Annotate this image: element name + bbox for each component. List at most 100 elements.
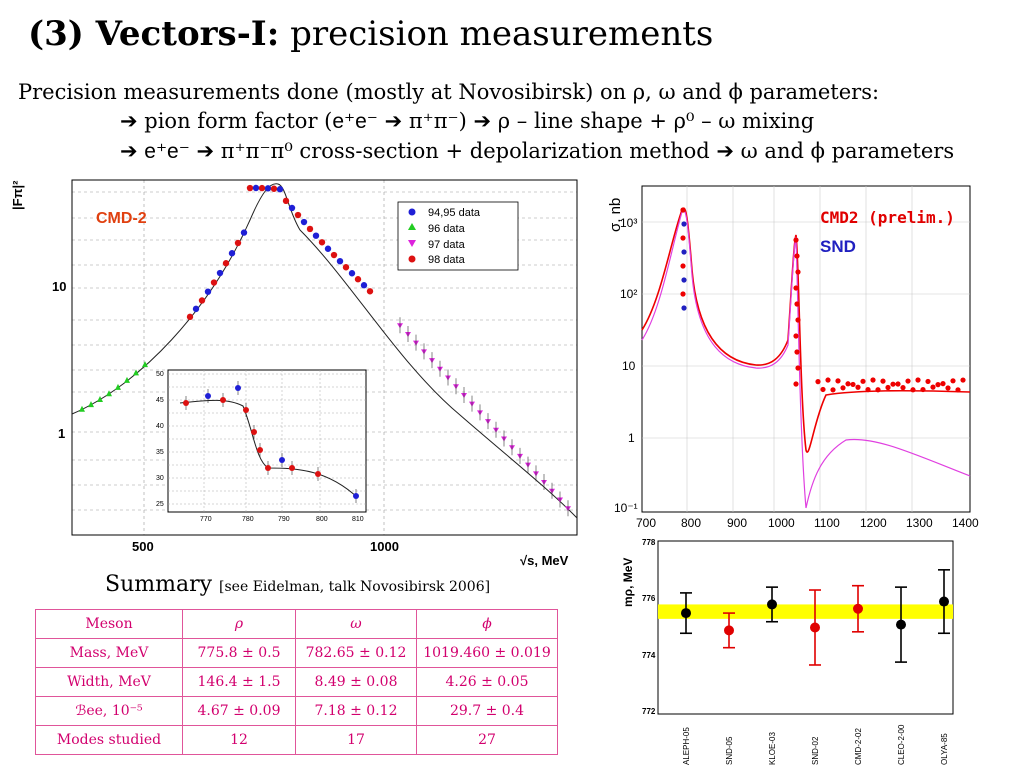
cs-y-label: σ, nb — [607, 198, 624, 232]
cmd2-label: CMD-2 — [96, 210, 147, 227]
cs-data-point — [935, 382, 941, 388]
cs-data-point — [793, 333, 799, 339]
data-point — [348, 270, 356, 277]
inset-data-point — [205, 393, 211, 399]
data-point — [342, 264, 350, 271]
cs-data-point — [940, 381, 946, 387]
legend-label-1: 94,95 data — [428, 207, 481, 219]
table-row: Modes studied 12 17 27 — [35, 725, 558, 755]
cs-data-point — [895, 381, 901, 387]
cs-data-point — [794, 349, 800, 355]
rm-y-772: 772 — [642, 707, 656, 716]
cs-data-point — [681, 249, 687, 255]
data-point — [198, 297, 206, 304]
y-axis-label: |Fπ|² — [10, 180, 25, 210]
cs-curve-magenta — [641, 209, 971, 509]
cs-data-point — [905, 378, 911, 384]
cs-x-1000: 1000 — [768, 516, 795, 530]
inset-data-point — [265, 465, 271, 471]
cs-data-point — [793, 381, 799, 387]
inset-data-point — [251, 429, 257, 435]
legend-label-2: 96 data — [428, 223, 466, 235]
data-point — [294, 211, 302, 219]
data-point — [258, 184, 266, 192]
mass-point — [853, 603, 863, 614]
inset-x-810: 810 — [352, 516, 364, 523]
cs-x-900: 900 — [727, 516, 747, 530]
intro-line-3: ➔ e⁺e⁻ ➔ π⁺π⁻π⁰ cross-section + depolari… — [120, 139, 955, 163]
cs-y-tick-1: 1 — [628, 431, 635, 445]
cs-data-point — [945, 385, 951, 391]
inset-y-30: 30 — [156, 475, 164, 482]
inset-data-point — [220, 397, 226, 403]
cs-data-point — [815, 379, 821, 385]
y-tick-1: 1 — [58, 426, 65, 441]
data-point-96 — [115, 383, 121, 390]
intro-line-2: ➔ pion form factor (e⁺e⁻ ➔ π⁺π⁻) ➔ ρ – l… — [120, 109, 815, 133]
experiment-label: ALEPH-05 — [682, 727, 691, 765]
cs-data-point — [860, 378, 866, 384]
legend-label-3: 97 data — [428, 239, 466, 251]
data-point — [210, 279, 218, 286]
data-point — [318, 239, 326, 246]
data-point-96 — [124, 376, 130, 383]
x-tick-500: 500 — [132, 539, 154, 554]
data-point — [336, 257, 344, 265]
table-header-row: Meson ρ ω ϕ — [35, 609, 558, 639]
average-band — [658, 604, 953, 619]
cs-y-tick-2: 10 — [622, 359, 636, 373]
cs-data-point — [794, 301, 800, 307]
inset-data-point — [243, 407, 249, 413]
inset-y-50: 50 — [156, 371, 164, 378]
rm-y-776: 776 — [642, 594, 656, 603]
inset-y-25: 25 — [156, 501, 164, 508]
cs-data-point — [825, 377, 831, 383]
mass-point — [767, 599, 777, 610]
data-point-96 — [133, 369, 139, 376]
cs-data-point — [870, 377, 876, 383]
data-point — [360, 282, 368, 289]
cs-data-point — [915, 377, 921, 383]
experiment-label: KLOE-03 — [768, 732, 777, 765]
cs-x-1400: 1400 — [952, 516, 979, 530]
cs-data-point — [865, 387, 871, 393]
slide-title: (3) Vectors-I: precision measurements — [28, 14, 714, 54]
header-cell: ρ — [182, 609, 296, 639]
rho-mass-chart: 778 776 774 772 mρ, MeV ALEPH-05 SND-05 KL… — [621, 538, 954, 765]
experiment-label: CLEO-2-00 — [897, 724, 906, 765]
table-row: ℬee, 10⁻⁵ 4.67 ± 0.09 7.18 ± 0.12 29.7 ± 0.… — [35, 696, 558, 726]
cs-data-point — [950, 378, 956, 384]
legend: 94,95 data 96 data 97 data 98 data — [397, 201, 519, 271]
mass-point — [681, 608, 691, 619]
inset-x-790: 790 — [278, 516, 290, 523]
cs-data-point — [835, 378, 841, 384]
cs-data-point — [900, 385, 906, 391]
data-point — [240, 229, 248, 236]
data-point — [204, 288, 212, 295]
data-point — [222, 260, 230, 267]
cs-data-point — [875, 387, 881, 393]
data-point — [324, 245, 332, 252]
snd-label: SND — [820, 237, 856, 256]
data-point — [366, 288, 374, 295]
cs-data-point — [795, 317, 801, 323]
cs-data-point — [845, 381, 851, 387]
inset-x-770: 770 — [200, 516, 212, 523]
cs-x-800: 800 — [681, 516, 701, 530]
header-cell: ϕ — [416, 609, 558, 639]
cs-data-point — [850, 381, 856, 388]
data-point — [192, 305, 200, 313]
cs-data-point — [855, 384, 861, 390]
cs-data-point — [680, 207, 686, 213]
data-point — [216, 269, 224, 277]
cs-data-point — [795, 269, 801, 275]
cs-data-point — [960, 377, 966, 383]
data-point — [288, 204, 296, 212]
mass-point — [724, 625, 734, 636]
inset-data-point — [183, 400, 189, 406]
cs-data-point — [793, 285, 799, 291]
cs-data-point — [681, 305, 687, 311]
cs-data-point — [920, 386, 926, 393]
data-point — [264, 185, 272, 192]
cs-data-point — [680, 235, 686, 241]
